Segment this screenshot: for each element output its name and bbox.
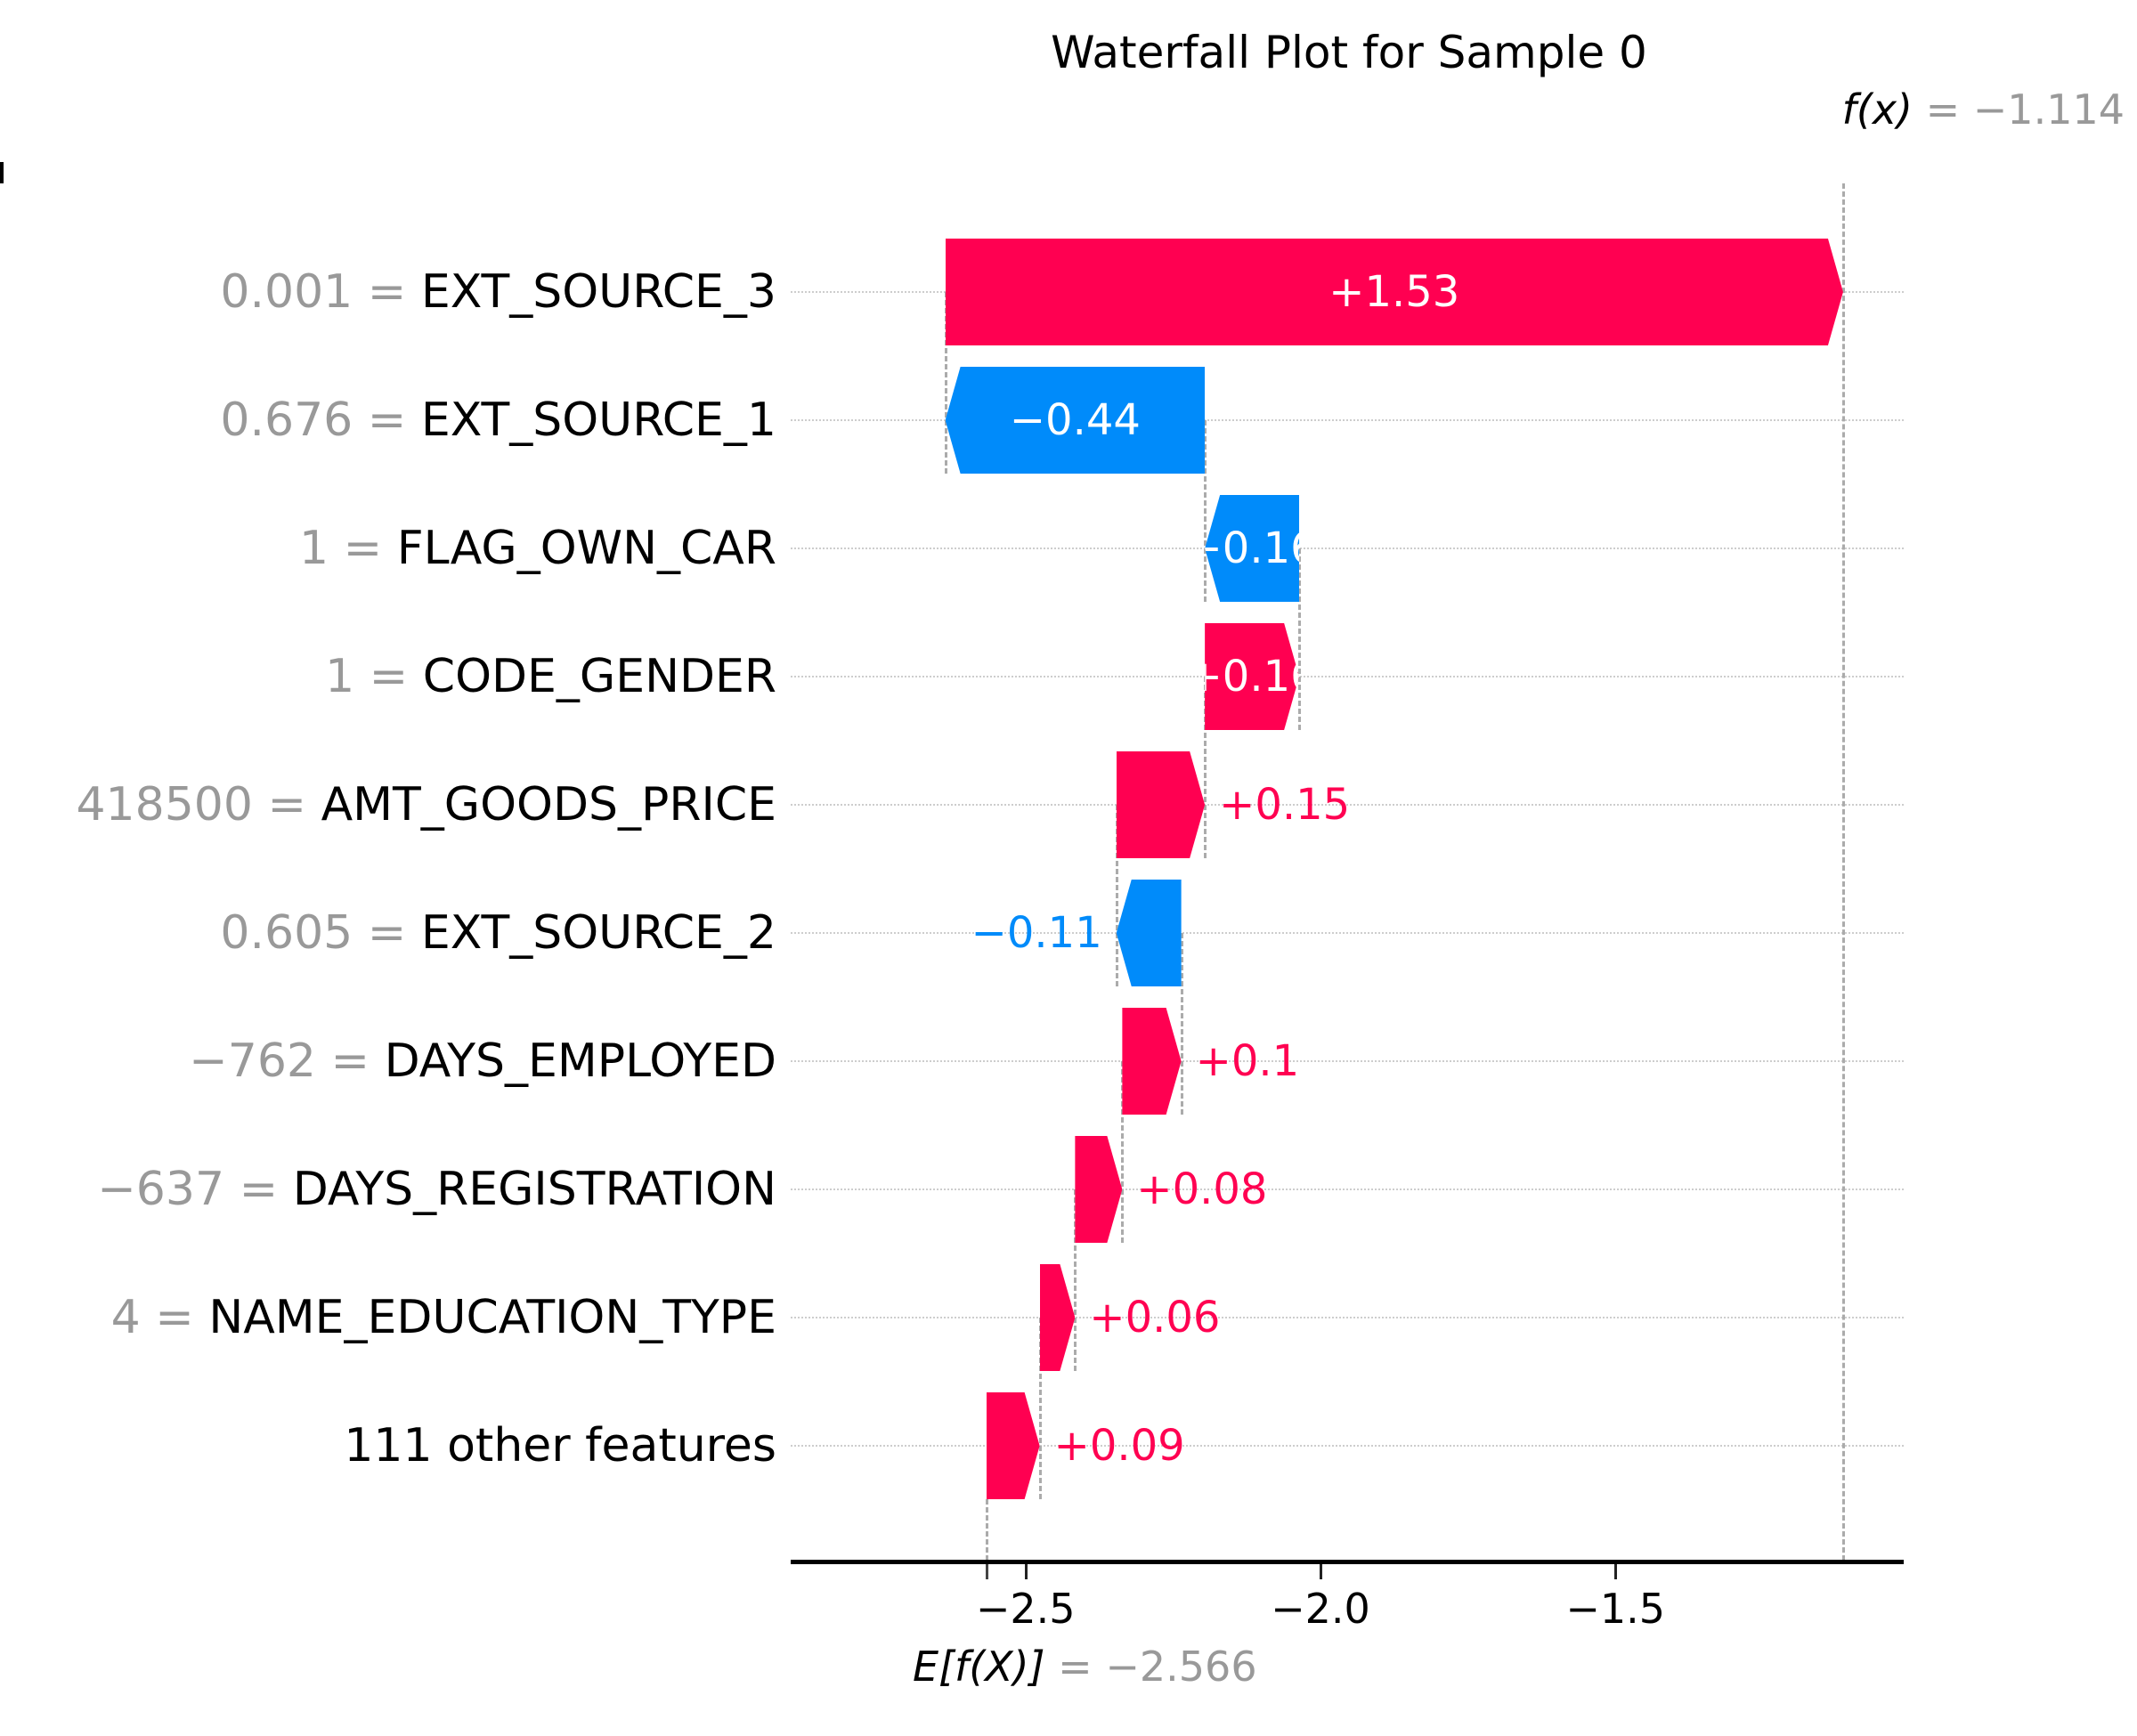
- feature-value: 0.001 =: [220, 265, 421, 319]
- feature-value: 0.605 =: [220, 906, 421, 960]
- feature-row-label: 0.001 = EXT_SOURCE_3: [0, 239, 776, 345]
- bar-value-label: −0.11: [971, 908, 1102, 958]
- bar-value-label: −0.16: [1186, 523, 1318, 573]
- connector-line: [1038, 1318, 1042, 1499]
- feature-name: DAYS_EMPLOYED: [384, 1034, 776, 1088]
- row-gridline: [791, 676, 1904, 677]
- feature-name: NAME_EDUCATION_TYPE: [208, 1291, 776, 1344]
- waterfall-bar: +1.53: [946, 239, 1843, 345]
- connector-line: [1115, 805, 1118, 986]
- fx-reference-line: [1841, 183, 1845, 1561]
- waterfall-bar: [1122, 1008, 1181, 1115]
- feature-value: 418500 =: [76, 778, 321, 831]
- waterfall-bar: [1075, 1136, 1122, 1243]
- waterfall-bar: [987, 1392, 1040, 1499]
- fx-annotation: f(x) = −1.114: [1842, 85, 2125, 134]
- efx-annotation: E[f(X)] = −2.566: [913, 1643, 1257, 1691]
- row-gridline: [791, 1188, 1904, 1190]
- feature-name: CODE_GENDER: [422, 650, 776, 703]
- feature-name: DAYS_REGISTRATION: [292, 1163, 776, 1216]
- waterfall-bar: [1117, 751, 1205, 858]
- bar-value-label: +0.15: [1219, 780, 1351, 830]
- fx-value: = −1.114: [1912, 85, 2125, 134]
- row-gridline: [791, 548, 1904, 549]
- connector-line: [1180, 933, 1183, 1115]
- waterfall-bar: [1116, 880, 1182, 986]
- feature-value: 1 =: [298, 522, 397, 575]
- feature-row-label: 4 = NAME_EDUCATION_TYPE: [0, 1264, 776, 1371]
- feature-name: FLAG_OWN_CAR: [396, 522, 776, 575]
- row-gridline: [791, 1317, 1904, 1318]
- bar-value-label: +0.09: [1053, 1421, 1185, 1471]
- bar-value-label: +0.06: [1089, 1293, 1221, 1343]
- x-axis: [791, 1560, 1904, 1564]
- bar-value-label: −0.44: [1009, 395, 1141, 445]
- x-tick-label: −2.5: [975, 1585, 1076, 1633]
- feature-row-label: −762 = DAYS_EMPLOYED: [0, 1008, 776, 1115]
- connector-line: [1204, 420, 1207, 602]
- feature-name: EXT_SOURCE_2: [420, 906, 776, 960]
- x-tick-mark: [1614, 1564, 1618, 1579]
- efx-math-label: E[f(X)]: [913, 1643, 1045, 1691]
- feature-value: 0.676 =: [220, 393, 421, 447]
- connector-line: [1204, 677, 1207, 858]
- efx-value: = −2.566: [1044, 1643, 1257, 1691]
- x-tick-mark: [1319, 1564, 1322, 1579]
- feature-row-label: 1 = FLAG_OWN_CAR: [0, 495, 776, 602]
- feature-name: EXT_SOURCE_1: [420, 393, 776, 447]
- connector-line: [1298, 548, 1302, 730]
- feature-row-label: 418500 = AMT_GOODS_PRICE: [0, 751, 776, 858]
- connector-line: [944, 292, 947, 474]
- bar-value-label: +0.1: [1195, 1036, 1300, 1086]
- feature-name: 111 other features: [344, 1419, 776, 1472]
- feature-row-label: 1 = CODE_GENDER: [0, 623, 776, 730]
- connector-line: [1074, 1189, 1077, 1371]
- efx-reference-line: [986, 1499, 988, 1561]
- row-gridline: [791, 804, 1904, 806]
- row-gridline: [791, 419, 1904, 421]
- row-gridline: [791, 932, 1904, 934]
- row-gridline: [791, 1060, 1904, 1062]
- feature-value: −762 =: [189, 1034, 385, 1088]
- feature-value: −637 =: [97, 1163, 293, 1216]
- feature-name: EXT_SOURCE_3: [420, 265, 776, 319]
- waterfall-bar: −0.44: [945, 367, 1206, 474]
- fx-math-label: f(x): [1841, 85, 1913, 134]
- feature-name: AMT_GOODS_PRICE: [321, 778, 776, 831]
- fx-tick-mark: [0, 162, 4, 183]
- feature-row-label: −637 = DAYS_REGISTRATION: [0, 1136, 776, 1243]
- feature-row-label: 111 other features: [0, 1392, 776, 1499]
- x-tick-label: −1.5: [1565, 1585, 1666, 1633]
- connector-line: [1121, 1061, 1125, 1243]
- x-tick-mark: [1024, 1564, 1028, 1579]
- x-tick-label: −2.0: [1271, 1585, 1370, 1633]
- chart-title: Waterfall Plot for Sample 0: [1051, 27, 1647, 78]
- feature-row-label: 0.605 = EXT_SOURCE_2: [0, 880, 776, 986]
- bar-value-label: +0.08: [1136, 1164, 1268, 1214]
- feature-row-label: 0.676 = EXT_SOURCE_1: [0, 367, 776, 474]
- row-gridline: [791, 1445, 1904, 1447]
- efx-tick-mark: [986, 1564, 988, 1579]
- feature-value: 4 =: [110, 1291, 209, 1344]
- waterfall-bar: [1040, 1264, 1076, 1371]
- waterfall-bar: −0.16: [1205, 495, 1300, 602]
- waterfall-bar: +0.16: [1205, 623, 1299, 730]
- feature-value: 1 =: [325, 650, 423, 703]
- bar-value-label: +1.53: [1329, 267, 1460, 317]
